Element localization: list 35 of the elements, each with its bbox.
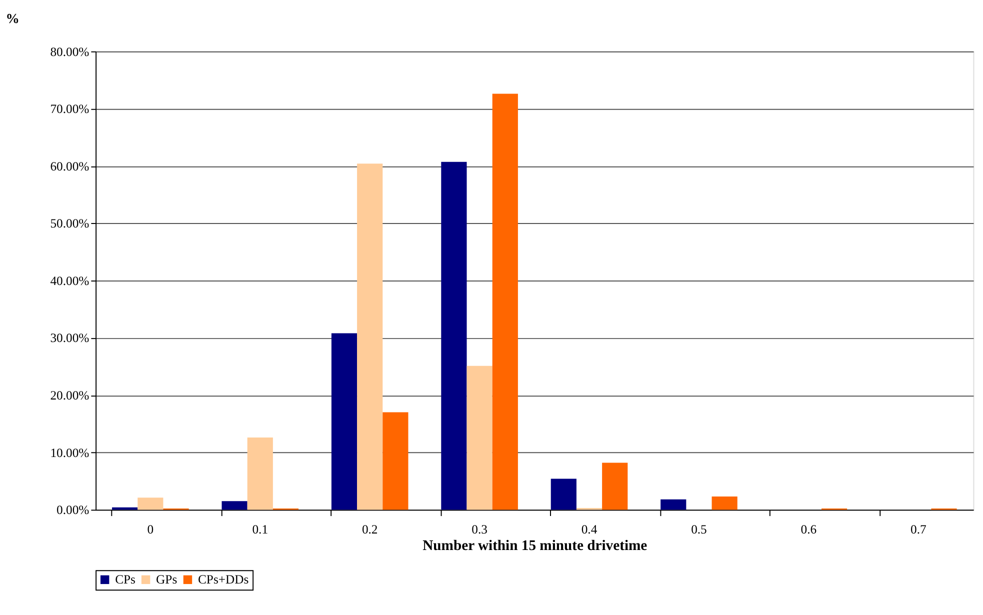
x-tick-label: 0 — [147, 522, 154, 537]
y-tick-label: 70.00% — [50, 102, 90, 116]
x-tick-label: 0.7 — [910, 522, 926, 537]
y-tick-label: 80.00% — [50, 44, 90, 59]
x-tick-label: 0.1 — [252, 522, 268, 537]
bar — [712, 496, 738, 510]
y-tick-label: 60.00% — [50, 159, 90, 174]
y-tick-label: 50.00% — [50, 216, 90, 231]
x-tick-label: 0.2 — [362, 522, 378, 537]
x-axis-title: Number within 15 minute drivetime — [422, 538, 648, 554]
y-axis-title: % — [6, 11, 20, 26]
bar — [247, 438, 273, 510]
bar — [222, 501, 248, 510]
x-tick-label: 0.6 — [800, 522, 817, 537]
y-tick-label: 0.00% — [56, 503, 90, 518]
x-tick-label: 0.5 — [691, 522, 707, 537]
bar — [602, 462, 628, 510]
y-tick-label: 40.00% — [50, 274, 90, 288]
legend-label: CPs — [115, 572, 136, 587]
bar — [382, 412, 408, 510]
bar — [357, 164, 383, 510]
x-tick-label: 0.4 — [581, 522, 598, 537]
y-tick-label: 30.00% — [50, 331, 90, 346]
legend-label: CPs+DDs — [198, 572, 249, 587]
x-tick-label: 0.3 — [472, 522, 488, 537]
bar — [550, 478, 576, 510]
bar — [466, 366, 492, 510]
y-tick-label: 20.00% — [50, 388, 90, 403]
bar — [660, 499, 686, 510]
bar — [331, 333, 358, 510]
legend-label: GPs — [156, 572, 178, 587]
y-tick-label: 10.00% — [50, 446, 90, 460]
bar — [492, 94, 518, 510]
bar — [441, 162, 467, 510]
bar — [138, 498, 164, 510]
